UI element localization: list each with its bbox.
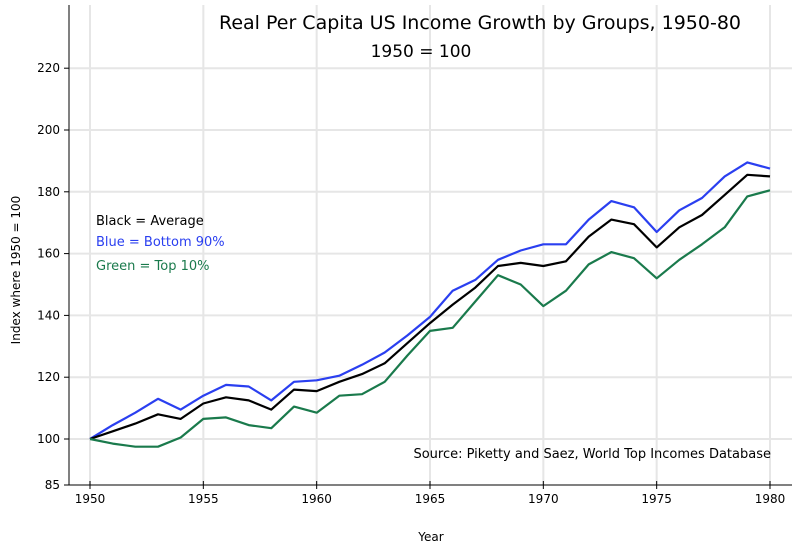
x-tick-label: 1970	[528, 492, 559, 506]
y-tick-label: 220	[37, 61, 60, 75]
y-tick-label: 140	[37, 308, 60, 322]
y-tick-label: 85	[45, 478, 60, 492]
x-tick-label: 1950	[75, 492, 106, 506]
legend: Black = Average Blue = Bottom 90% Green …	[96, 214, 225, 274]
x-tick-label: 1975	[641, 492, 672, 506]
y-axis-title: Index where 1950 = 100	[9, 196, 23, 345]
series-lines	[89, 161, 771, 448]
series-line-bottom-90	[89, 161, 771, 440]
y-tick-label: 200	[37, 123, 60, 137]
legend-entry-bottom-90: Blue = Bottom 90%	[96, 235, 225, 250]
y-tick-label: 100	[37, 432, 60, 446]
legend-entry-average: Black = Average	[96, 214, 204, 229]
ticks: 1950 1955 1960 1965 1970 1975 1980 85 100 120 140 1…	[37, 61, 785, 506]
legend-entry-top-10: Green = Top 10%	[96, 259, 210, 274]
series-line-average	[89, 173, 771, 441]
series-line-top-10	[89, 189, 771, 448]
y-tick-label: 180	[37, 185, 60, 199]
chart-title: Real Per Capita US Income Growth by Grou…	[219, 12, 741, 34]
x-tick-label: 1965	[415, 492, 446, 506]
x-tick-label: 1955	[188, 492, 219, 506]
y-tick-label: 160	[37, 247, 60, 261]
chart-subtitle: 1950 = 100	[371, 42, 472, 62]
x-tick-label: 1980	[755, 492, 786, 506]
source-annotation: Source: Piketty and Saez, World Top Inco…	[413, 447, 771, 462]
x-tick-label: 1960	[301, 492, 332, 506]
y-tick-label: 120	[37, 370, 60, 384]
x-axis-title: Year	[417, 530, 443, 544]
